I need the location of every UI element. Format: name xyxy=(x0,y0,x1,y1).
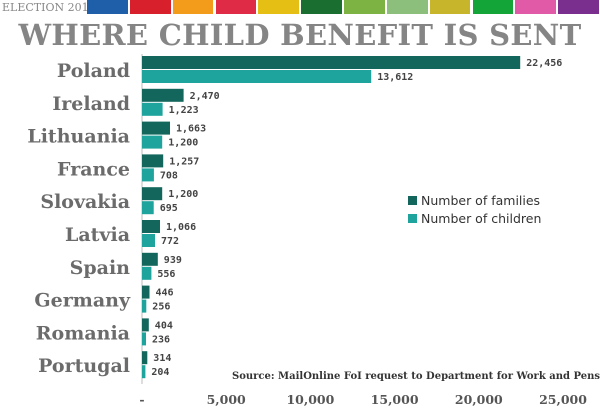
data-label: 2,470 xyxy=(190,91,220,102)
bar-families xyxy=(142,285,150,299)
bar-children xyxy=(142,234,155,247)
header-stripe xyxy=(472,0,514,14)
category-label: Lithuania xyxy=(27,126,130,148)
header-stripe xyxy=(515,0,557,14)
header-stripe xyxy=(215,0,257,14)
category-label: France xyxy=(57,158,130,180)
top-banner: ELECTION 2015 xyxy=(0,0,600,16)
data-label: 1,200 xyxy=(168,138,198,149)
data-label: 236 xyxy=(152,334,170,345)
bar-children xyxy=(142,135,163,149)
header-stripe xyxy=(172,0,214,14)
x-tick-label: 15,000 xyxy=(371,392,419,407)
category-label: Latvia xyxy=(65,224,130,246)
data-label: 772 xyxy=(161,236,179,247)
x-tick-label: 10,000 xyxy=(286,392,334,407)
data-label: 1,223 xyxy=(169,105,199,116)
category-label: Spain xyxy=(70,257,131,279)
bar-families xyxy=(142,154,164,168)
bar-children xyxy=(142,70,372,83)
category-label: Romania xyxy=(36,322,130,344)
data-label: 1,663 xyxy=(176,124,206,135)
bar-families xyxy=(142,88,184,102)
header-stripe xyxy=(386,0,428,14)
bar-children xyxy=(142,168,154,182)
legend-swatch-children xyxy=(408,214,417,223)
x-tick-label: - xyxy=(139,392,144,407)
header-stripe xyxy=(429,0,471,14)
bar-families xyxy=(142,318,149,332)
data-label: 446 xyxy=(156,288,174,299)
data-label: 1,066 xyxy=(166,222,196,233)
source-note: Source: MailOnline FoI request to Depart… xyxy=(232,371,600,382)
category-label: Slovakia xyxy=(40,191,130,213)
legend-label-children: Number of children xyxy=(421,211,541,226)
data-label: 204 xyxy=(151,367,169,378)
chart-title: WHERE CHILD BENEFIT IS SENT xyxy=(18,18,582,52)
bar-children xyxy=(142,299,147,313)
header-stripe xyxy=(301,0,342,14)
data-label: 939 xyxy=(164,255,182,266)
chart-legend: Number of families Number of children xyxy=(408,193,541,226)
header-stripe xyxy=(344,0,385,14)
data-label: 556 xyxy=(157,269,175,280)
data-label: 1,200 xyxy=(168,189,198,200)
category-label: Poland xyxy=(57,60,130,82)
data-label: 13,612 xyxy=(377,72,413,83)
bar-families xyxy=(142,187,163,201)
data-label: 695 xyxy=(160,203,178,214)
x-tick-label: 20,000 xyxy=(455,392,503,407)
bar-children xyxy=(142,102,163,116)
category-label: Ireland xyxy=(52,93,130,115)
data-label: 404 xyxy=(155,320,173,331)
legend-label-families: Number of families xyxy=(421,193,540,208)
category-label: Portugal xyxy=(38,355,130,377)
data-label: 314 xyxy=(153,353,171,364)
bar-families xyxy=(142,220,160,233)
data-label: 256 xyxy=(152,302,170,313)
bar-families xyxy=(142,252,158,266)
bar-children xyxy=(142,266,152,280)
data-label: 708 xyxy=(160,170,178,181)
bar-children xyxy=(142,365,146,379)
data-label: 22,456 xyxy=(526,58,562,69)
election-label: ELECTION 2015 xyxy=(2,1,96,14)
bar-families xyxy=(142,121,170,135)
bar-children xyxy=(142,201,154,215)
data-label: 1,257 xyxy=(169,156,199,167)
legend-swatch-families xyxy=(408,196,417,205)
bar-families xyxy=(142,56,521,69)
x-tick-label: 25,000 xyxy=(539,392,587,407)
header-stripe xyxy=(558,0,599,14)
bar-families xyxy=(142,351,148,365)
header-stripe xyxy=(258,0,300,14)
bar-children xyxy=(142,332,146,346)
header-stripe xyxy=(87,0,128,14)
x-tick-label: 5,000 xyxy=(207,392,246,407)
category-label: Germany xyxy=(34,290,131,312)
header-stripe xyxy=(129,0,171,14)
